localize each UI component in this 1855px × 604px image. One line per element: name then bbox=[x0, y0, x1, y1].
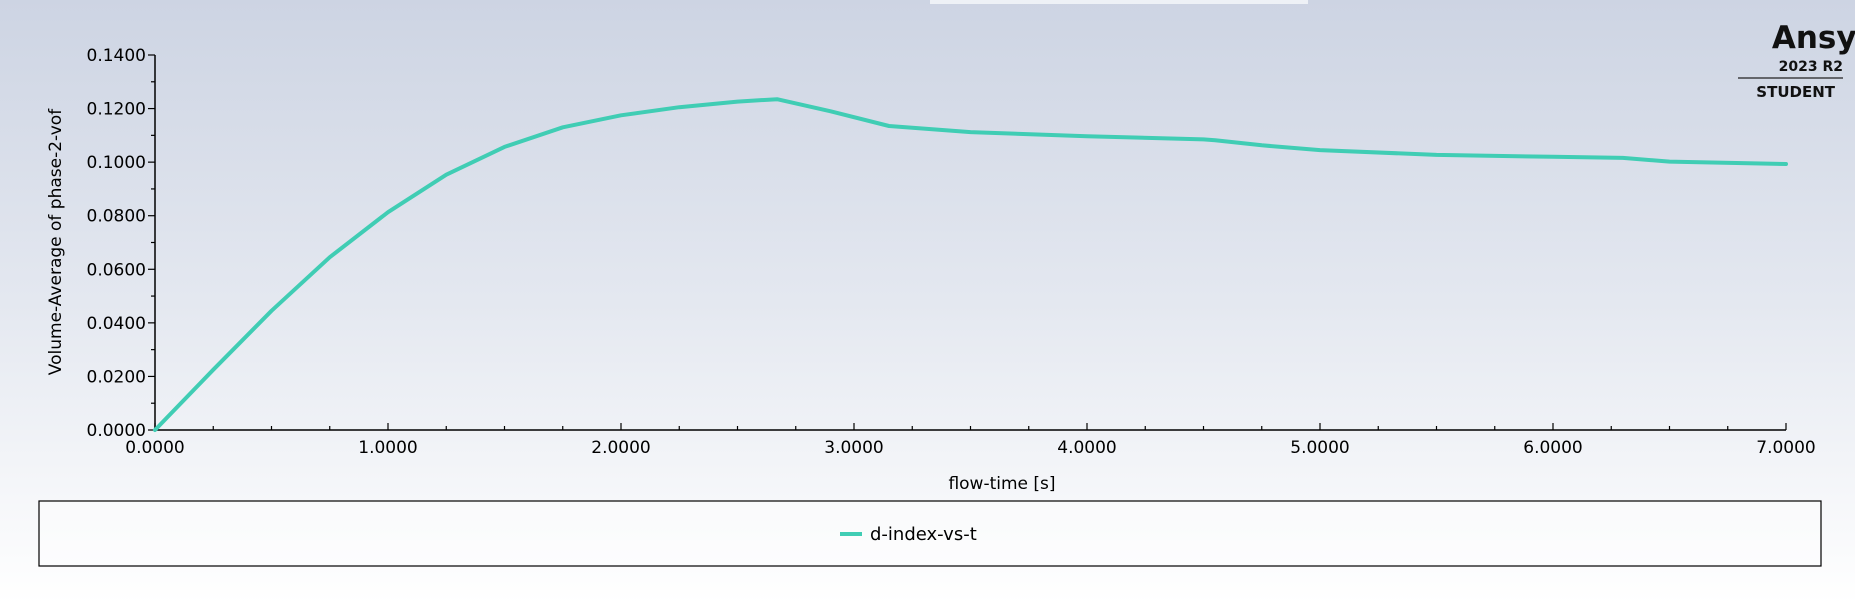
logo-name: Ansys bbox=[1772, 20, 1855, 56]
y-tick-label: 0.1400 bbox=[87, 46, 146, 66]
x-tick-label: 0.0000 bbox=[125, 438, 184, 458]
y-axis-title: Volume-Average of phase-2-vof bbox=[46, 108, 66, 375]
y-tick-label: 0.1200 bbox=[87, 100, 146, 120]
y-tick-label: 0.0000 bbox=[87, 421, 146, 441]
y-tick-label: 0.1000 bbox=[87, 153, 146, 173]
x-tick-label: 1.0000 bbox=[358, 438, 417, 458]
x-axis-title: flow-time [s] bbox=[948, 474, 1055, 494]
x-tick-label: 4.0000 bbox=[1057, 438, 1116, 458]
series-line-d-index-vs-t bbox=[153, 97, 1788, 432]
x-tick-label: 6.0000 bbox=[1523, 438, 1582, 458]
legend: d-index-vs-t bbox=[38, 500, 1822, 567]
logo-edition: STUDENT bbox=[1756, 83, 1835, 101]
axes bbox=[154, 55, 1786, 431]
x-tick-label: 2.0000 bbox=[591, 438, 650, 458]
ansys-logo: Ansys 2023 R2 STUDENT bbox=[1738, 20, 1855, 101]
axis-tick-labels: 0.0000 0.0200 0.0400 0.0600 0.0800 0.1000 0.12… bbox=[87, 46, 1816, 458]
x-tick-label: 3.0000 bbox=[824, 438, 883, 458]
series-layer bbox=[153, 97, 1788, 432]
x-tick-label: 5.0000 bbox=[1290, 438, 1349, 458]
top-edge-highlight bbox=[930, 0, 1308, 4]
axis-ticks bbox=[148, 54, 1787, 431]
legend-box bbox=[38, 500, 1822, 567]
legend-label: d-index-vs-t bbox=[870, 524, 977, 545]
x-tick-label: 7.0000 bbox=[1756, 438, 1815, 458]
logo-version: 2023 R2 bbox=[1779, 59, 1843, 75]
y-tick-label: 0.0200 bbox=[87, 367, 146, 387]
y-tick-label: 0.0400 bbox=[87, 314, 146, 334]
y-tick-label: 0.0800 bbox=[87, 207, 146, 227]
y-tick-label: 0.0600 bbox=[87, 260, 146, 280]
